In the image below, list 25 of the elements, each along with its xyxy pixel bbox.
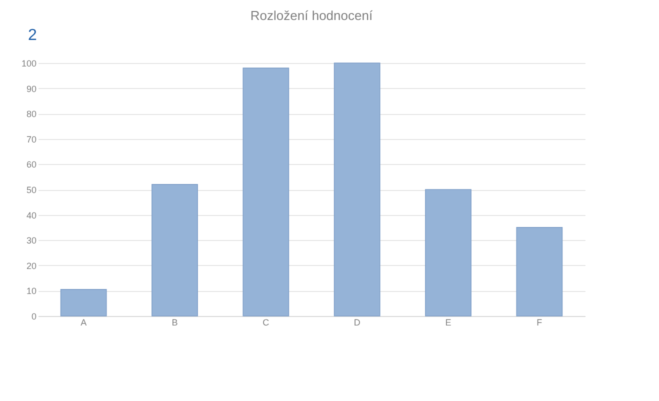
bar	[242, 68, 290, 316]
chart-title: Rozložení hodnocení	[250, 8, 373, 23]
y-tick-label: 80	[26, 109, 36, 120]
y-tick-label: 90	[26, 84, 36, 94]
y-tick-label: 10	[26, 286, 36, 296]
y-tick-label: 40	[26, 210, 36, 220]
bar	[425, 189, 472, 316]
y-tick-label: 0	[31, 312, 36, 322]
bar	[334, 62, 380, 316]
y-tick-label: 70	[26, 134, 36, 144]
y-tick-label: 50	[26, 185, 36, 195]
x-tick-label: D	[354, 318, 361, 328]
x-tick-label: F	[536, 318, 543, 328]
bar	[516, 227, 563, 316]
y-tick-label: 60	[26, 160, 36, 170]
x-tick-label: A	[80, 318, 87, 328]
bar	[60, 289, 107, 316]
y-tick-label: 100	[21, 58, 36, 68]
x-tick-label: B	[172, 318, 178, 328]
text: 2	[28, 27, 37, 44]
y-tick-label: 30	[26, 236, 36, 246]
bar	[152, 184, 198, 316]
x-tick-label: C	[262, 318, 270, 328]
y-tick-label: 20	[26, 260, 36, 271]
x-tick-label: E	[445, 318, 452, 328]
